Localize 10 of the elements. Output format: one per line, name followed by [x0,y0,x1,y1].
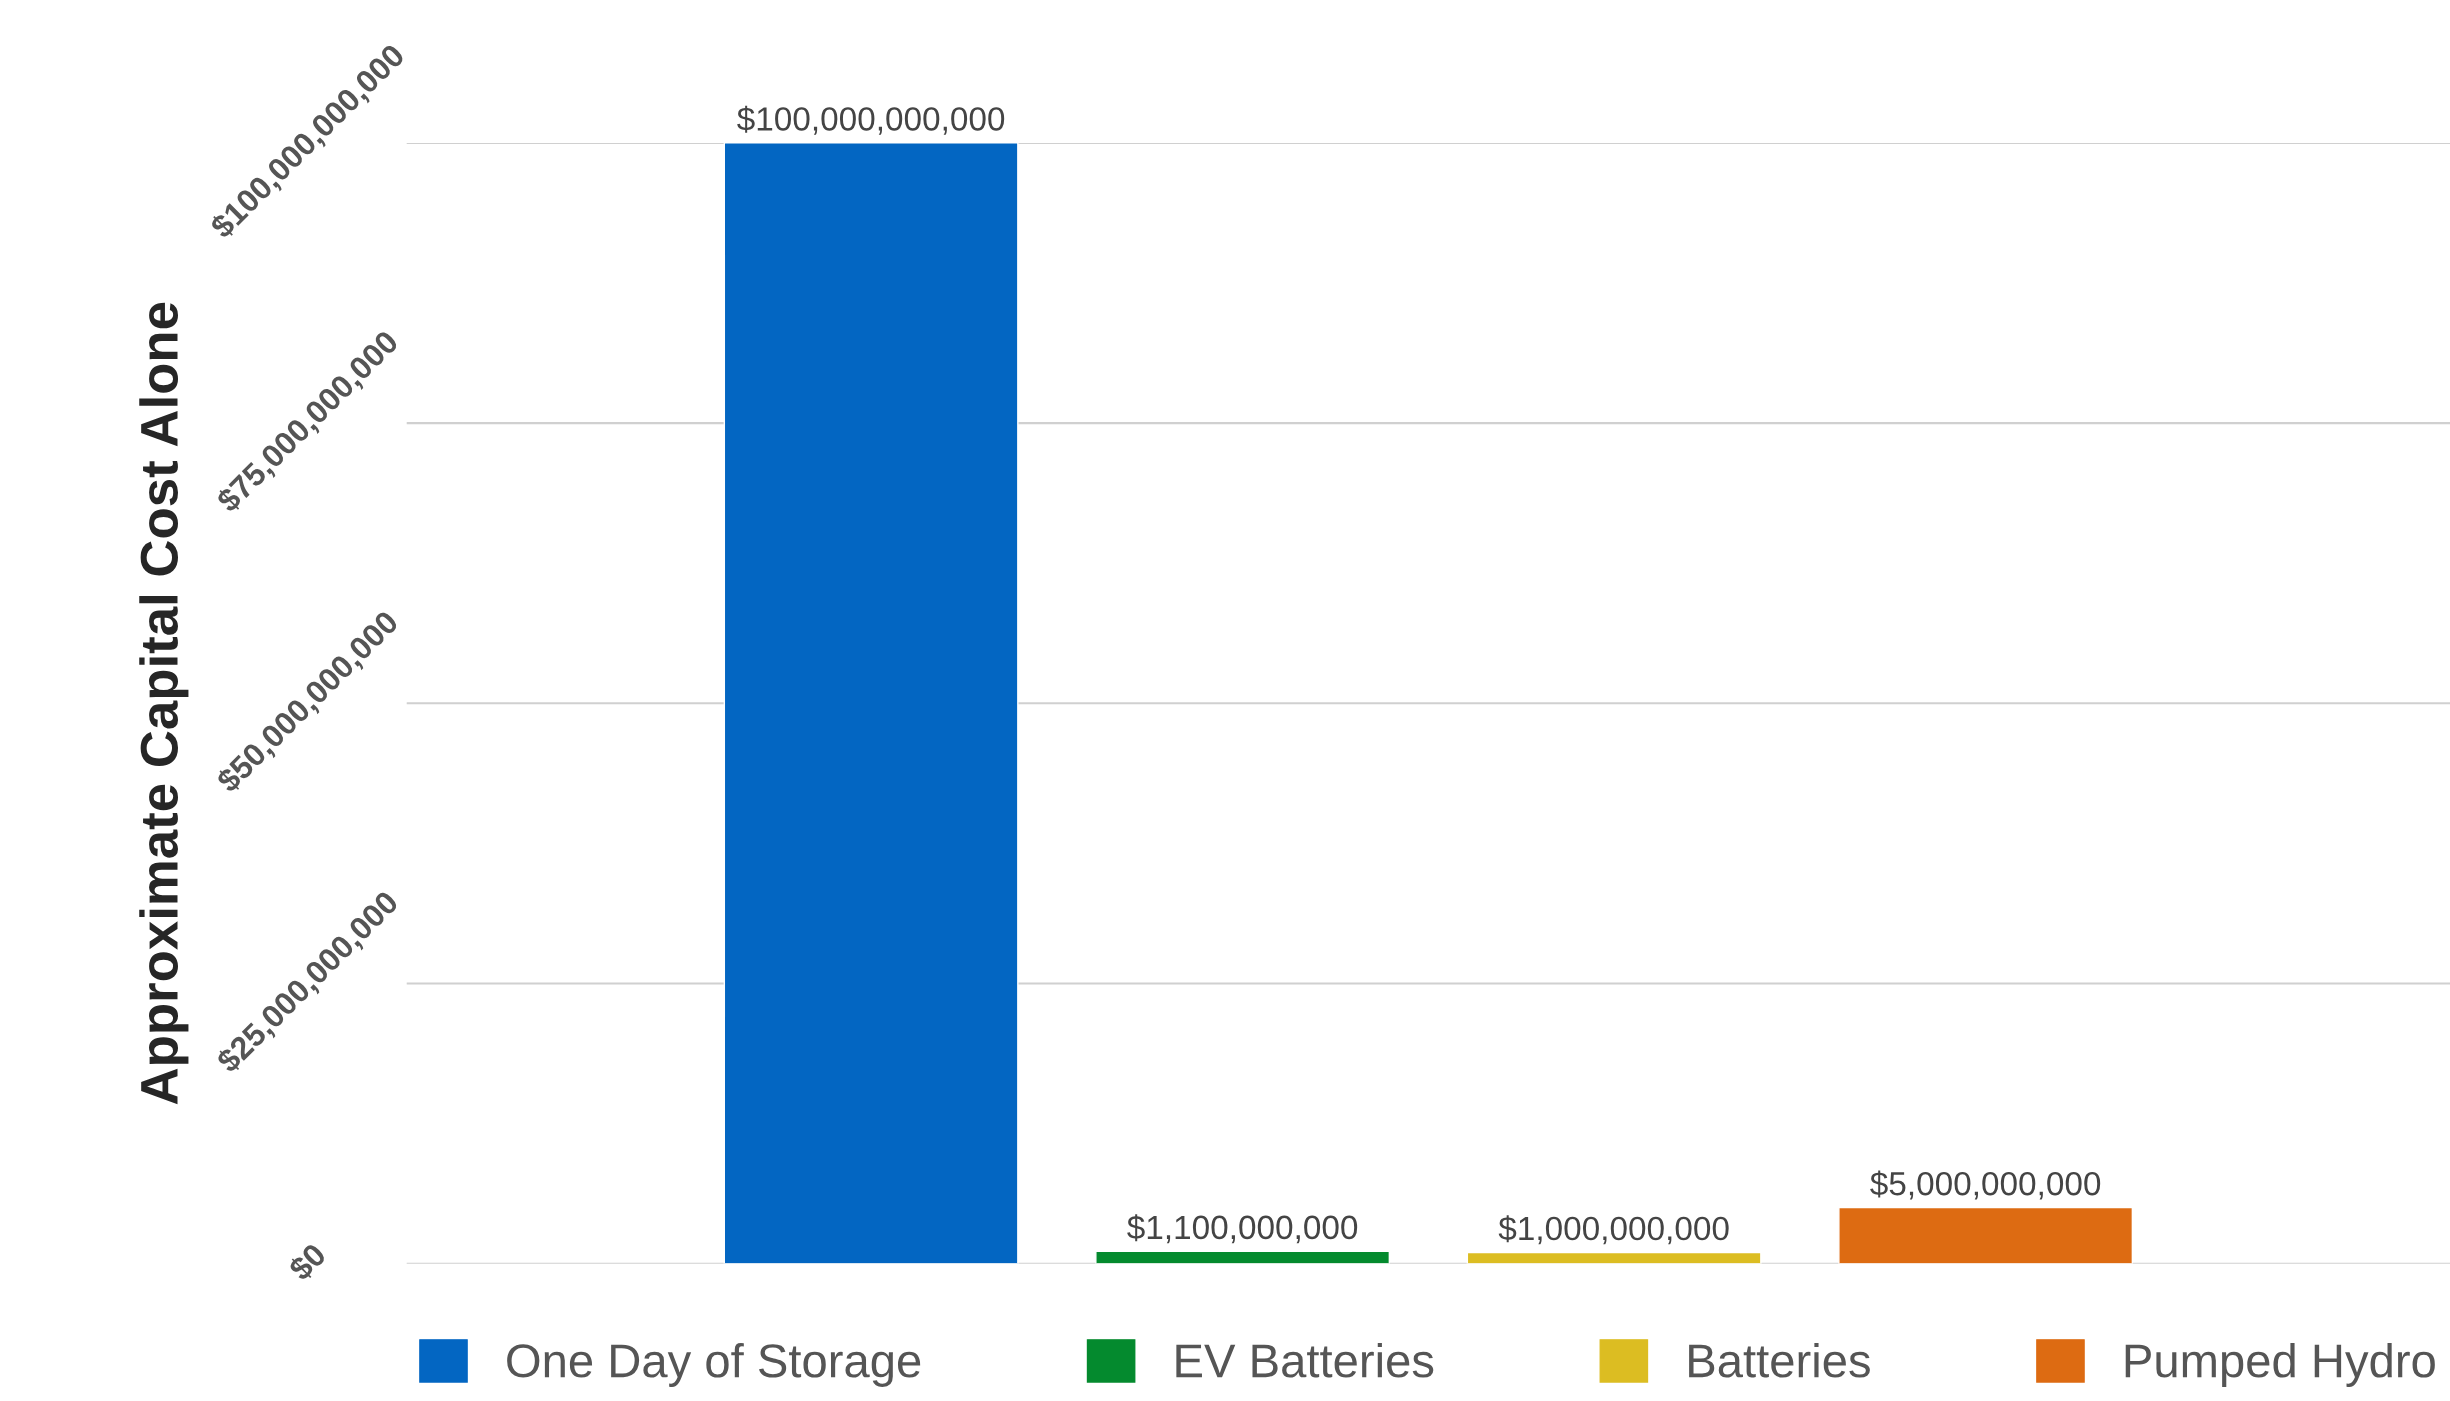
data-label: $1,000,000,000 [1498,1215,1729,1245]
y-tick-label: $0 [286,1241,329,1284]
data-label: $5,000,000,000 [1870,1170,2101,1200]
legend-label: Pumped Hydro [2125,1342,2435,1387]
legend-label: Batteries [1689,1342,1870,1378]
y-axis-title: Approximate Capital Cost Alone [139,302,189,1105]
data-label: $100,000,000,000 [737,105,1005,135]
data-label: $1,100,000,000 [1127,1214,1358,1244]
legend-label: EV Batteries [1176,1342,1434,1378]
legend-label: One Day of Storage [507,1342,921,1387]
